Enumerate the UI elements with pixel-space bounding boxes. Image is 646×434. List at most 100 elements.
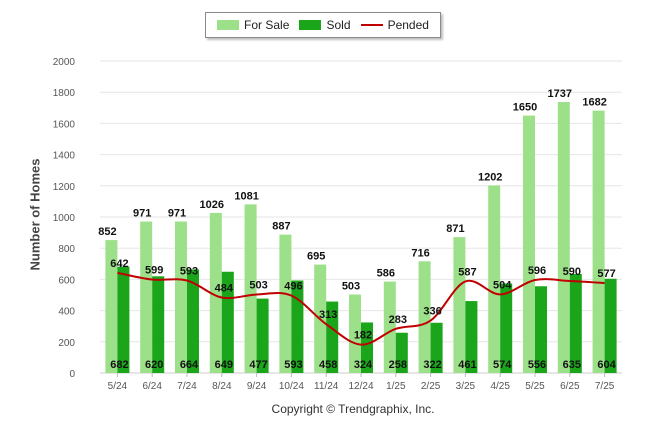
y-axis-ticks: 0 200 400 600 800 1000 1200 1400 1600 1800 2000	[53, 57, 76, 380]
x-tick-label: 1/25	[386, 381, 406, 392]
pended-value-label: 642	[110, 258, 128, 270]
x-tick-label: 9/24	[247, 381, 267, 392]
y-tick-label: 1800	[53, 88, 76, 99]
sold-value-label: 556	[528, 359, 546, 371]
y-axis-title: Number of Homes	[27, 158, 43, 271]
pended-value-label: 313	[319, 309, 337, 321]
sold-bar	[361, 322, 373, 373]
x-tick-label: 12/24	[348, 381, 373, 392]
for-sale-bar	[592, 110, 605, 373]
pended-line-path	[117, 271, 605, 346]
pended-value-label: 503	[249, 280, 267, 292]
sold-value-label: 458	[319, 359, 337, 371]
sold-bar	[256, 298, 269, 373]
x-tick-label: 4/25	[490, 381, 510, 392]
for-sale-bar	[488, 185, 501, 373]
pended-value-label: 283	[389, 314, 407, 326]
x-tick-label: 7/24	[177, 381, 197, 392]
sold-bar	[430, 322, 443, 373]
for-sale-bar	[557, 102, 570, 373]
sold-bar	[569, 273, 582, 373]
sold-bar	[152, 276, 165, 373]
for-sale-bar	[523, 115, 535, 373]
sold-value-label: 682	[110, 359, 128, 371]
for-sale-value-label: 971	[133, 208, 151, 220]
sold-bar	[535, 286, 547, 373]
for-sale-value-label: 1682	[582, 97, 606, 109]
sold-bar	[604, 278, 617, 373]
pended-value-label: 590	[563, 266, 581, 278]
sold-value-label: 635	[563, 359, 581, 371]
sold-value-label: 574	[493, 359, 512, 371]
for-sale-bar	[279, 234, 292, 373]
x-tick-label: 8/24	[212, 381, 232, 392]
x-tick-label: 2/25	[421, 381, 441, 392]
for-sale-value-label: 586	[377, 268, 395, 280]
legend-label-sold: Sold	[326, 18, 351, 32]
y-tick-label: 800	[58, 244, 75, 255]
legend-item-sold[interactable]: Sold	[299, 18, 351, 32]
legend-item-for-sale[interactable]: For Sale	[217, 18, 289, 32]
x-tick-label: 10/24	[279, 381, 304, 392]
sold-value-label: 461	[458, 359, 476, 371]
sold-value-label: 477	[249, 359, 267, 371]
pended-value-label: 336	[423, 306, 441, 318]
pended-value-label: 577	[597, 268, 615, 280]
for-sale-value-label: 1026	[200, 199, 224, 211]
x-tick-label: 11/24	[314, 381, 339, 392]
pended-value-label: 599	[145, 265, 163, 277]
for-sale-bar	[383, 281, 396, 373]
y-tick-label: 200	[58, 338, 75, 349]
pended-value-label: 182	[354, 330, 372, 342]
pended-value-label: 596	[528, 265, 546, 277]
sold-value-label: 649	[215, 359, 233, 371]
sold-value-label: 324	[354, 359, 373, 371]
for-sale-value-label: 695	[307, 251, 325, 263]
legend-label-pended: Pended	[387, 18, 429, 32]
y-tick-label: 600	[58, 275, 75, 286]
sold-bar	[117, 266, 130, 373]
sold-bar	[500, 283, 513, 373]
for-sale-value-label: 852	[98, 226, 116, 238]
for-sale-value-label: 1737	[548, 88, 572, 100]
sold-value-label: 620	[145, 359, 163, 371]
for-sale-value-label: 1650	[513, 102, 537, 114]
x-axis-ticks: 5/24 6/24 7/24 8/24 9/24 10/24 11/24 12/24 1/25 2…	[108, 373, 615, 392]
pended-swatch	[360, 24, 383, 26]
for-sale-value-label: 971	[168, 208, 186, 220]
pended-value-label: 587	[458, 266, 476, 278]
sold-value-label: 664	[180, 359, 199, 371]
for-sale-value-label: 871	[446, 223, 464, 235]
sold-bar	[465, 301, 478, 373]
y-tick-label: 1600	[53, 119, 76, 130]
pended-value-label: 504	[493, 279, 512, 291]
y-tick-label: 1000	[53, 213, 76, 224]
for-sale-value-label: 1202	[478, 171, 502, 183]
for-sale-value-label: 503	[342, 281, 360, 293]
legend-label-for-sale: For Sale	[244, 18, 290, 32]
for-sale-bar	[453, 237, 466, 373]
x-tick-label: 7/25	[595, 381, 615, 392]
y-tick-label: 400	[58, 307, 75, 318]
for-sale-value-label: 887	[272, 221, 290, 233]
sold-value-label: 258	[389, 359, 407, 371]
legend-item-pended[interactable]: Pended	[360, 18, 429, 32]
x-tick-label: 6/24	[142, 381, 162, 392]
for-sale-value-label: 1081	[234, 190, 258, 202]
x-tick-label: 5/24	[108, 381, 128, 392]
for-sale-bar	[105, 240, 118, 373]
pended-value-label: 484	[215, 282, 234, 294]
for-sale-bar	[175, 221, 187, 373]
sold-value-label: 604	[597, 359, 616, 371]
sold-bar	[326, 301, 339, 373]
x-tick-label: 6/25	[560, 381, 580, 392]
y-tick-label: 1200	[53, 182, 76, 193]
y-tick-label: 1400	[53, 151, 76, 162]
for-sale-swatch	[217, 20, 240, 30]
sold-bar	[187, 269, 199, 373]
pended-value-label: 496	[284, 281, 302, 293]
y-tick-label: 0	[69, 369, 75, 380]
y-tick-label: 2000	[53, 57, 76, 68]
sold-value-label: 593	[284, 359, 302, 371]
